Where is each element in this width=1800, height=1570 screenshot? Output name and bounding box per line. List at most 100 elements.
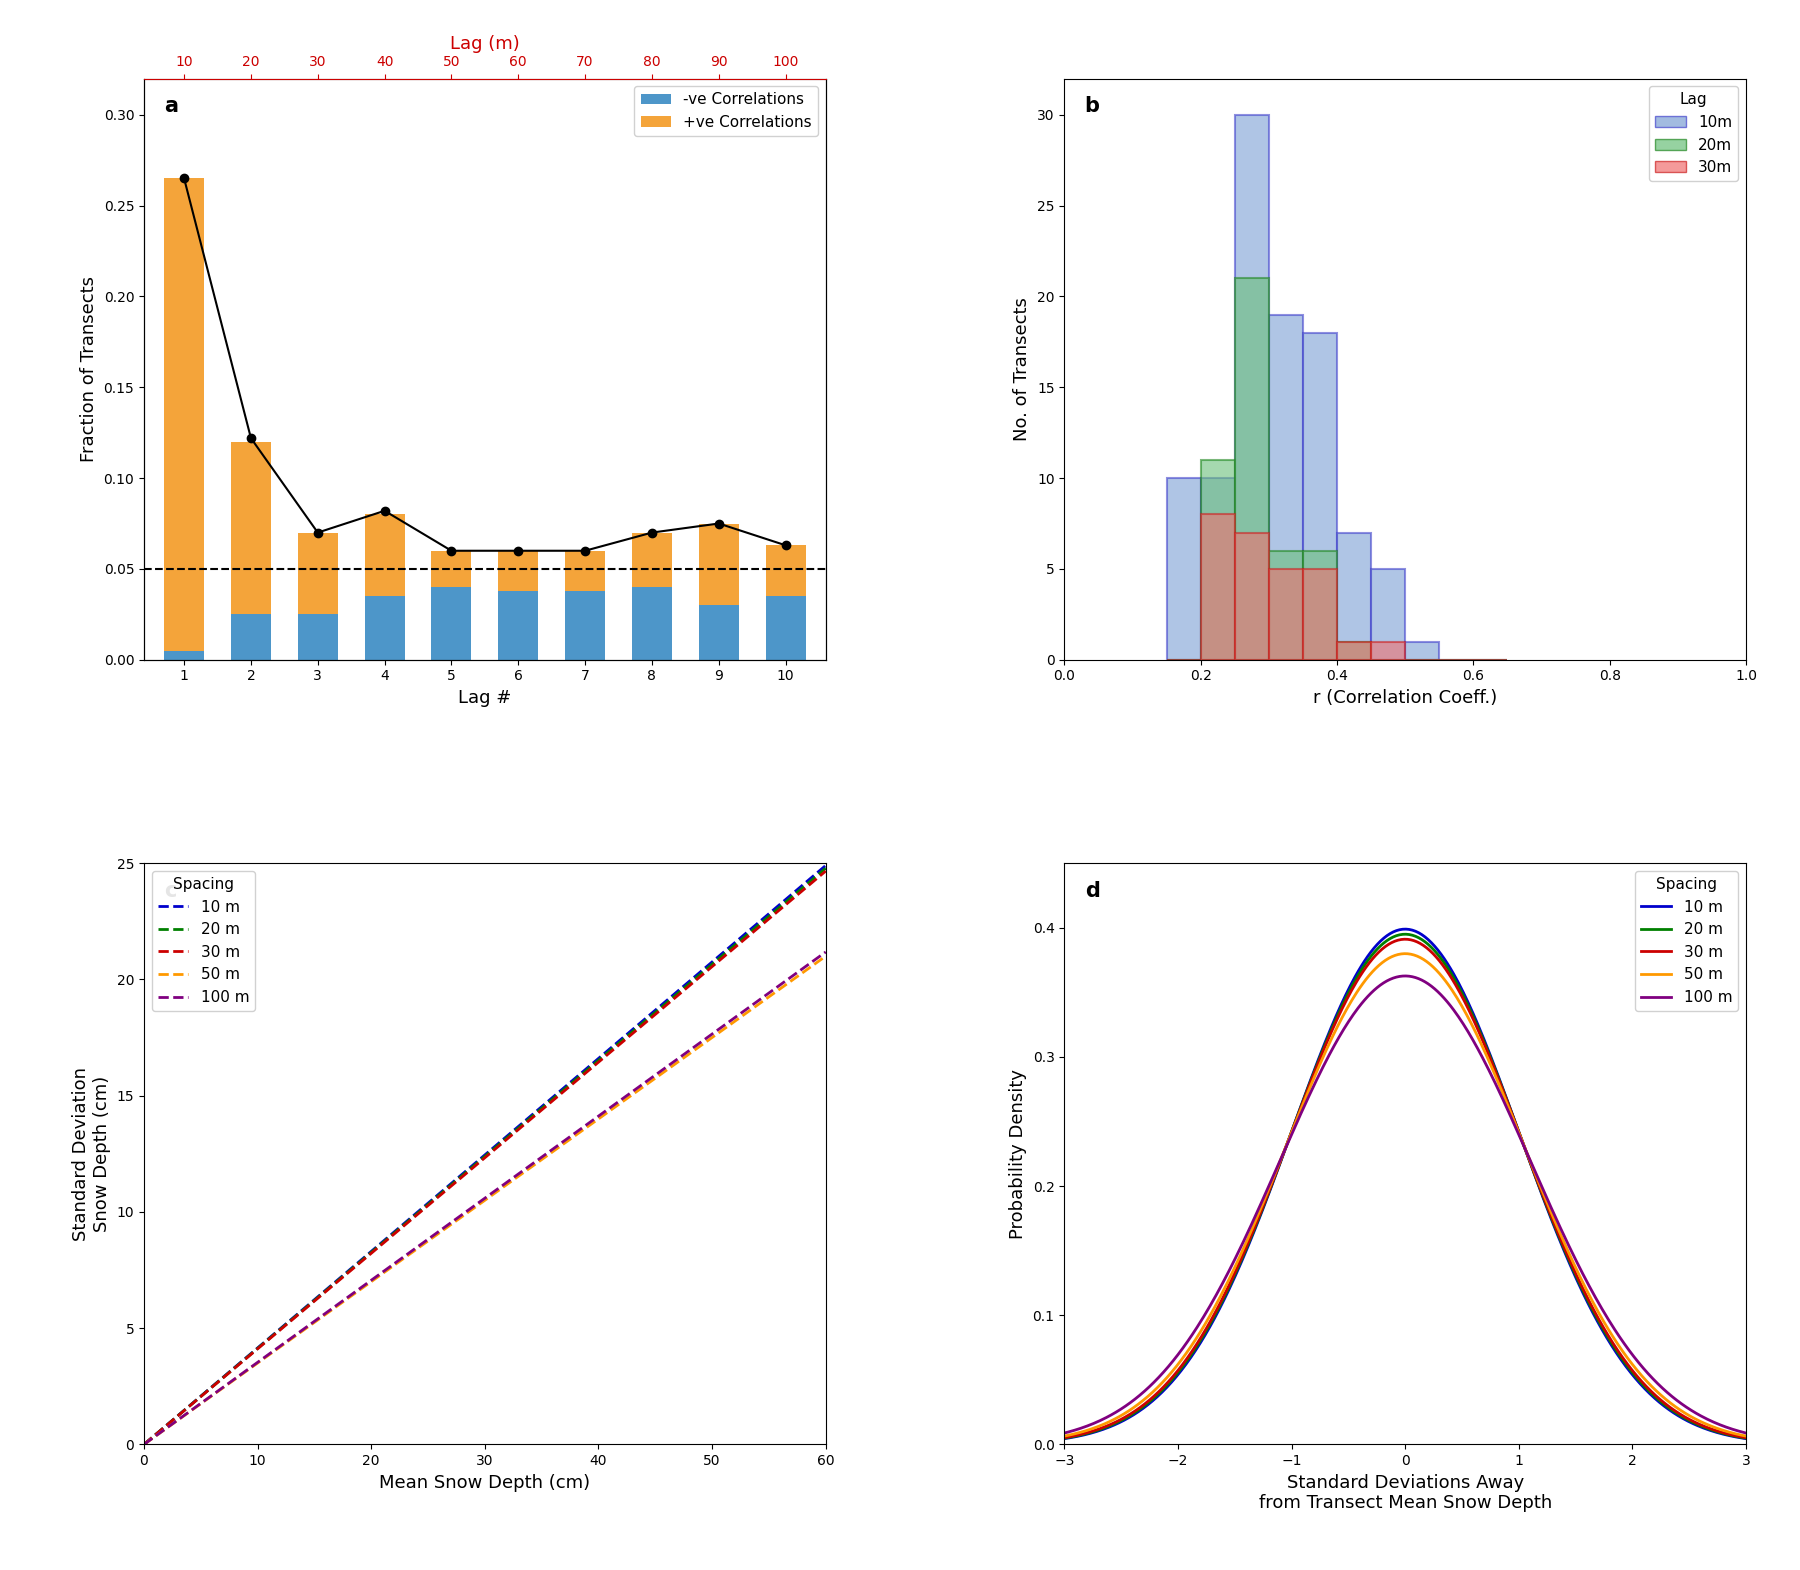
Bar [432,551,472,587]
Bar [432,587,472,659]
20 m [1775,1433,1796,1452]
Bar [365,597,405,659]
10 m [1375,928,1397,947]
Line: 100 m: 100 m [1008,977,1800,1441]
Bar [1337,532,1372,659]
Bar [1269,314,1303,659]
10 m [1775,1433,1796,1452]
Bar [1269,551,1303,659]
100 m [1375,972,1397,991]
Line: 10 m: 10 m [1008,929,1800,1443]
Bar [499,590,538,659]
Bar [1269,568,1303,659]
Y-axis label: Fraction of Transects: Fraction of Transects [79,276,97,462]
50 m [1429,964,1451,983]
Bar [565,551,605,590]
30 m [997,1433,1019,1452]
50 m [1379,948,1400,967]
50 m [1472,1038,1494,1057]
Bar [1372,642,1406,659]
Bar [1372,568,1406,659]
Y-axis label: No. of Transects: No. of Transects [1013,297,1031,441]
50 m [1375,951,1397,970]
10 m [1393,920,1415,939]
50 m [1775,1432,1796,1451]
Bar [1303,333,1337,659]
Bar [1235,115,1269,659]
100 m [1472,1049,1494,1068]
Y-axis label: Standard Deviation
Snow Depth (cm): Standard Deviation Snow Depth (cm) [72,1066,112,1240]
20 m [1393,925,1415,944]
50 m [1793,1433,1800,1452]
X-axis label: Mean Snow Depth (cm): Mean Snow Depth (cm) [380,1474,590,1492]
Legend: 10 m, 20 m, 30 m, 50 m, 100 m: 10 m, 20 m, 30 m, 50 m, 100 m [1634,871,1739,1011]
20 m [997,1433,1019,1452]
30 m [1472,1030,1494,1049]
Bar [230,614,272,659]
Bar [1337,642,1372,659]
100 m [1775,1430,1796,1449]
20 m [1472,1028,1494,1047]
100 m [1651,1377,1672,1396]
30 m [1393,929,1415,948]
Bar [698,523,738,606]
100 m [1793,1432,1800,1451]
20 m [1793,1433,1800,1452]
Line: 30 m: 30 m [1008,939,1800,1443]
10 m [1379,925,1400,944]
Legend: -ve Correlations, +ve Correlations: -ve Correlations, +ve Correlations [634,86,817,137]
Bar [632,587,671,659]
Bar [230,441,272,614]
Legend: 10 m, 20 m, 30 m, 50 m, 100 m: 10 m, 20 m, 30 m, 50 m, 100 m [151,871,256,1011]
X-axis label: r (Correlation Coeff.): r (Correlation Coeff.) [1312,689,1498,706]
30 m [1651,1391,1672,1410]
100 m [997,1432,1019,1451]
Bar [1235,278,1269,659]
Bar [164,179,203,650]
Bar [1235,532,1269,659]
30 m [1793,1433,1800,1452]
Line: 50 m: 50 m [1008,953,1800,1443]
Bar [632,532,671,587]
X-axis label: Lag (m): Lag (m) [450,35,520,53]
20 m [1429,947,1451,966]
Bar [1303,568,1337,659]
30 m [1375,937,1397,956]
Text: c: c [164,881,176,901]
10 m [1472,1027,1494,1046]
Text: a: a [164,96,178,116]
50 m [997,1433,1019,1452]
Bar [1166,479,1201,659]
50 m [1651,1386,1672,1405]
Bar [565,590,605,659]
Bar [1337,642,1372,659]
Text: b: b [1085,96,1100,116]
30 m [1775,1433,1796,1452]
10 m [997,1433,1019,1452]
100 m [1393,967,1415,986]
Bar [765,545,806,597]
Y-axis label: Probability Density: Probability Density [1010,1069,1028,1239]
100 m [1379,970,1400,989]
10 m [1429,942,1451,961]
30 m [1429,951,1451,970]
Bar [297,614,338,659]
Bar [499,551,538,590]
Bar [765,597,806,659]
30 m [1379,934,1400,953]
Bar [1201,460,1235,659]
X-axis label: Standard Deviations Away
from Transect Mean Snow Depth: Standard Deviations Away from Transect M… [1258,1474,1552,1512]
Legend: 10m, 20m, 30m: 10m, 20m, 30m [1649,86,1739,181]
20 m [1651,1393,1672,1411]
20 m [1375,933,1397,951]
50 m [1393,944,1415,962]
Line: 20 m: 20 m [1008,934,1800,1443]
Bar [1406,642,1440,659]
Bar [365,515,405,597]
Bar [698,606,738,659]
Bar [297,532,338,614]
20 m [1379,929,1400,948]
Bar [1201,479,1235,659]
X-axis label: Lag #: Lag # [459,689,511,706]
Bar [1303,551,1337,659]
